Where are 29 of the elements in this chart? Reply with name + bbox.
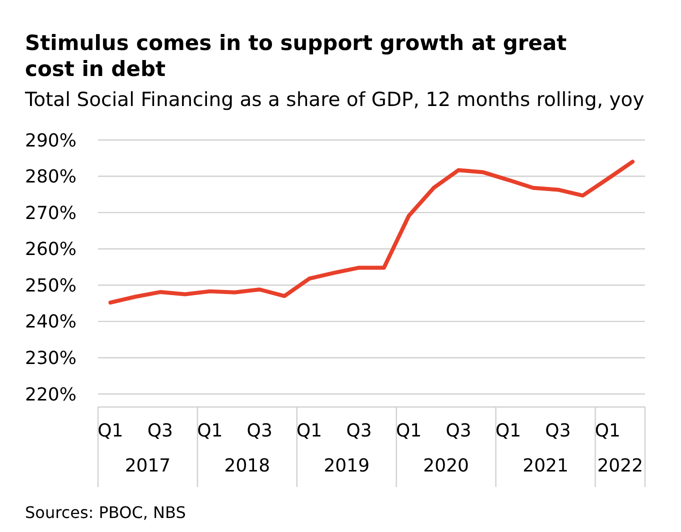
chart-title: Stimulus comes in to support growth at great cost in debt	[25, 31, 567, 81]
y-tick-label: 230%	[25, 348, 76, 370]
text: 2020	[423, 455, 469, 476]
x-tick-label: Q1	[296, 420, 322, 442]
x-tick-label: Q1	[495, 420, 522, 442]
y-tick-label: 280%	[25, 166, 76, 188]
x-tick-label: Q1	[98, 420, 124, 442]
text: 2022	[597, 455, 644, 476]
y-tick-label: 250%	[25, 275, 76, 296]
x-tick-label: Q1	[197, 420, 223, 442]
text: 2017	[124, 455, 171, 476]
x-tick-label: Q1	[396, 420, 422, 442]
chart-subtitle: Total Social Financing as a share of GDP, 12 months rolling, yoy	[24, 88, 644, 111]
x-tick-label: Q3	[147, 420, 173, 442]
text: 2018	[224, 455, 270, 476]
x-tick-label: Q3	[446, 420, 472, 442]
text: 2021	[522, 455, 568, 476]
x-tick-label: Q1	[594, 420, 621, 442]
y-tick-label: 270%	[25, 202, 76, 224]
y-tick-label: 260%	[25, 239, 76, 260]
source-note: Sources: PBOC, NBS	[25, 503, 186, 522]
y-tick-label: 240%	[25, 312, 76, 333]
y-tick-label: 290%	[25, 130, 76, 152]
x-tick-label: Q3	[346, 420, 372, 442]
x-tick-label: Q3	[545, 420, 571, 442]
text: 2019	[324, 455, 370, 476]
x-tick-label: Q3	[246, 420, 272, 442]
y-tick-label: 220%	[25, 384, 76, 406]
line-series	[108, 160, 635, 305]
